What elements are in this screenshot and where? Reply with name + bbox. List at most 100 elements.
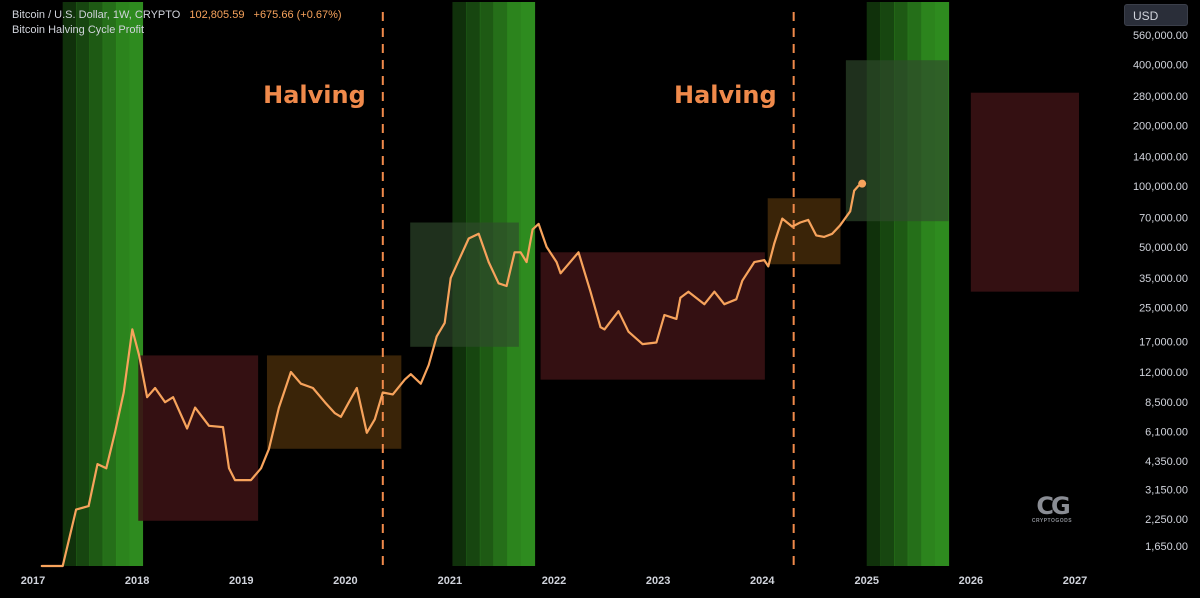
- price-point: [791, 225, 794, 228]
- price-point: [113, 431, 116, 434]
- price-point: [477, 232, 480, 235]
- orange-cycle-box: [266, 355, 402, 449]
- price-point: [154, 387, 157, 389]
- price-point: [122, 391, 125, 394]
- y-tick-label: 2,250.00: [1145, 514, 1188, 526]
- light-green-cycle-box: [845, 60, 949, 222]
- price-point: [323, 401, 326, 404]
- x-tick-label: 2027: [1063, 575, 1087, 587]
- price-point: [427, 364, 430, 366]
- cryptogods-logo: CG CRYPTOGODS: [1026, 494, 1078, 524]
- price-point: [781, 217, 784, 220]
- orange-cycle-box: [767, 198, 841, 265]
- price-point: [268, 447, 270, 450]
- currency-button[interactable]: USD: [1124, 4, 1188, 26]
- price-point: [333, 412, 336, 415]
- x-tick-label: 2026: [959, 575, 983, 587]
- price-point: [131, 328, 134, 331]
- price-point: [525, 261, 528, 264]
- price-point: [312, 387, 314, 389]
- price-point: [467, 237, 470, 240]
- x-axis: 2017 2018 2019 2020 2021 2022 2023 2024 2025 2026…: [21, 575, 1087, 587]
- price-point: [228, 467, 230, 470]
- x-tick-label: 2024: [750, 575, 775, 587]
- chart-legend-symbol: Bitcoin / U.S. Dollar, 1W, CRYPTO 102,80…: [12, 9, 342, 21]
- price-point: [381, 391, 384, 394]
- y-tick-label: 6,100.00: [1145, 426, 1188, 438]
- x-tick-label: 2020: [333, 575, 357, 587]
- price-point: [96, 463, 99, 465]
- price-point: [531, 228, 534, 231]
- bull-band-0-stripe: [62, 2, 77, 566]
- price-point: [347, 401, 350, 404]
- price-point: [663, 314, 666, 316]
- price-point: [487, 261, 490, 264]
- price-point: [627, 330, 630, 333]
- price-point: [290, 371, 292, 373]
- price-point: [603, 328, 606, 331]
- price-point: [365, 431, 368, 434]
- price-point: [831, 232, 834, 235]
- price-point: [391, 393, 394, 396]
- price-point: [409, 373, 412, 376]
- halving-label: Halving: [674, 81, 777, 109]
- price-point: [513, 251, 516, 254]
- price-point: [278, 406, 280, 409]
- price-point: [537, 222, 540, 225]
- bull-band-0-stripe: [102, 2, 117, 566]
- y-tick-label: 70,000.00: [1139, 212, 1188, 224]
- price-point: [815, 234, 818, 237]
- price-point: [75, 508, 77, 511]
- price-point: [61, 565, 64, 567]
- last-price-marker: [858, 179, 867, 188]
- price-point: [105, 467, 108, 470]
- y-axis: 560,000.00 400,000.00 280,000.00 200,000.00…: [1133, 30, 1188, 553]
- x-tick-label: 2022: [542, 575, 566, 587]
- price-point: [373, 418, 376, 421]
- y-tick-label: 3,150.00: [1145, 484, 1188, 496]
- y-tick-label: 25,000.00: [1139, 303, 1188, 315]
- price-point: [222, 426, 224, 429]
- y-tick-label: 35,000.00: [1139, 273, 1188, 285]
- halving-label: Halving: [263, 81, 366, 109]
- price-point: [300, 382, 302, 385]
- price-point: [505, 285, 508, 287]
- logo-wordmark: CRYPTOGODS: [1031, 518, 1073, 524]
- price-point: [234, 479, 236, 481]
- red-cycle-box: [970, 92, 1079, 292]
- price-point: [250, 479, 252, 481]
- price-point: [679, 296, 682, 299]
- bull-band-0-stripe: [75, 2, 90, 566]
- price-point: [186, 427, 188, 430]
- indicator-label: Bitcoin Halving Cycle Profit: [12, 24, 145, 36]
- price-series: [40, 179, 867, 568]
- x-tick-label: 2021: [438, 575, 462, 587]
- price-point: [403, 378, 406, 381]
- price-point: [807, 218, 810, 221]
- price-point: [208, 424, 210, 427]
- y-tick-label: 8,500.00: [1145, 397, 1188, 409]
- price-point: [687, 290, 690, 293]
- price-point: [713, 290, 716, 293]
- price-point: [260, 467, 262, 470]
- price-point: [617, 310, 620, 313]
- price-change: +675.66 (+0.67%): [253, 9, 342, 21]
- price-point: [497, 282, 500, 285]
- price-point: [339, 415, 342, 418]
- price-point: [164, 401, 167, 404]
- price-point: [655, 341, 658, 344]
- price-point: [723, 303, 726, 306]
- price-point: [589, 290, 592, 293]
- price-point: [419, 382, 422, 385]
- price-point: [172, 396, 174, 399]
- x-tick-label: 2018: [125, 575, 149, 587]
- price-point: [763, 259, 766, 261]
- bull-band-1-stripe: [520, 2, 536, 566]
- price-point: [435, 335, 438, 338]
- y-tick-label: 17,000.00: [1139, 336, 1188, 348]
- y-tick-label: 12,000.00: [1139, 367, 1188, 379]
- last-price: 102,805.59: [189, 9, 245, 21]
- price-point: [735, 298, 738, 301]
- price-point: [767, 265, 770, 268]
